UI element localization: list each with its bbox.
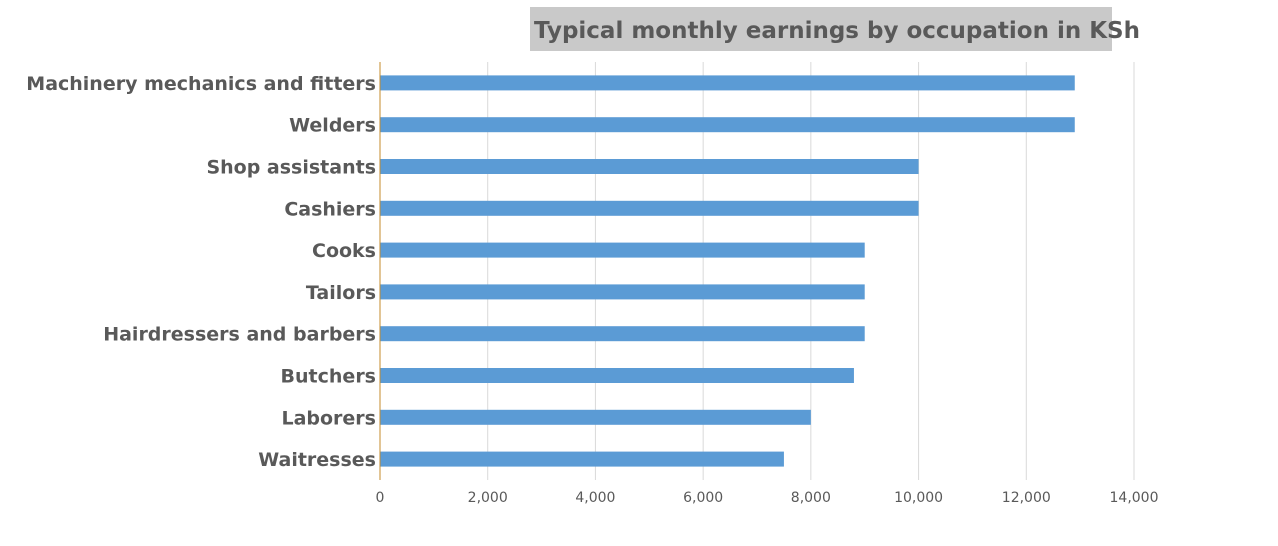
chart-title: Typical monthly earnings by occupation i… — [534, 18, 1140, 44]
category-label: Machinery mechanics and fitters — [26, 73, 376, 95]
bar — [380, 284, 865, 300]
category-label: Tailors — [306, 282, 376, 304]
x-tick-label: 2,000 — [468, 490, 508, 506]
bar — [380, 200, 919, 216]
category-label: Cooks — [312, 240, 376, 262]
category-label: Laborers — [281, 407, 376, 429]
bar — [380, 159, 919, 174]
category-label: Hairdressers and barbers — [103, 324, 376, 346]
bar — [380, 242, 865, 258]
chart-title-background — [530, 7, 1112, 51]
x-tick-label: 8,000 — [791, 490, 831, 506]
x-tick-label: 12,000 — [1002, 490, 1051, 506]
bar — [380, 409, 811, 425]
bars — [380, 75, 1075, 467]
x-tick-label: 0 — [376, 490, 385, 506]
category-labels: Machinery mechanics and fitters Welders Sh… — [26, 73, 376, 471]
bar — [380, 368, 854, 383]
category-label: Shop assistants — [206, 157, 376, 179]
x-axis-tick-labels: 0 2,000 4,000 6,000 8,000 10,000 12,000 14,000 — [376, 490, 1159, 506]
x-tick-label: 14,000 — [1110, 490, 1159, 506]
bar — [380, 326, 865, 342]
category-label: Waitresses — [258, 449, 376, 471]
bar — [380, 75, 1075, 91]
x-tick-label: 6,000 — [683, 490, 723, 506]
category-label: Butchers — [281, 366, 376, 388]
x-tick-label: 4,000 — [575, 490, 615, 506]
bar — [380, 117, 1075, 133]
x-tick-label: 10,000 — [894, 490, 943, 506]
bar — [380, 451, 784, 467]
category-label: Cashiers — [284, 198, 376, 220]
category-label: Welders — [289, 115, 376, 137]
